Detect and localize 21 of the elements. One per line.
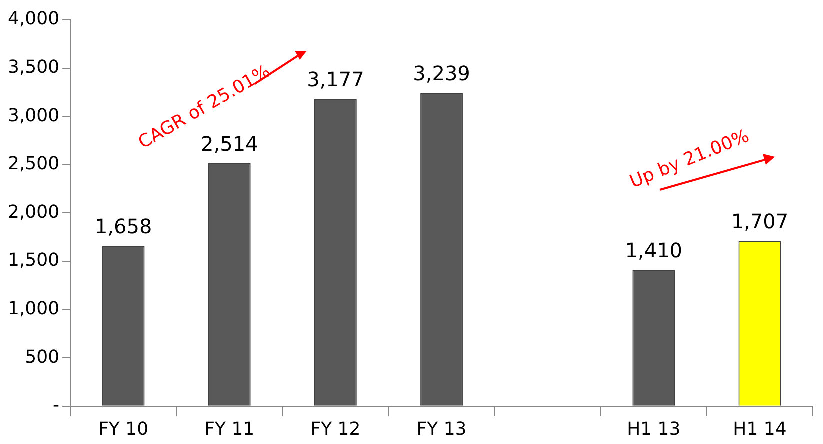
y-tick-label: 3,000: [8, 105, 60, 126]
x-tick-label: H1 14: [733, 418, 787, 440]
y-tick-label: 1,000: [8, 298, 60, 320]
data-label: 3,239: [413, 62, 470, 86]
y-tick-label: 2,500: [8, 154, 60, 175]
data-label: 3,177: [307, 68, 364, 92]
y-tick-label: 500: [25, 346, 60, 368]
data-label: 1,707: [731, 210, 789, 234]
x-tick-label: FY 10: [98, 418, 149, 440]
x-tick-label: FY 13: [416, 418, 467, 440]
data-label: 2,514: [201, 132, 258, 156]
y-tick-label: 3,500: [8, 56, 60, 78]
x-tick-label: H1 13: [627, 418, 681, 440]
y-tick-label: 4,000: [8, 8, 60, 30]
data-label: 1,410: [625, 238, 683, 262]
y-tick-label: 1,500: [8, 250, 60, 272]
x-tick-label: FY 12: [310, 418, 361, 440]
y-tick-label: 2,000: [8, 202, 60, 223]
y-tick-label: -: [53, 395, 60, 416]
x-tick-label: FY 11: [204, 418, 255, 440]
data-label: 1,658: [94, 214, 152, 238]
